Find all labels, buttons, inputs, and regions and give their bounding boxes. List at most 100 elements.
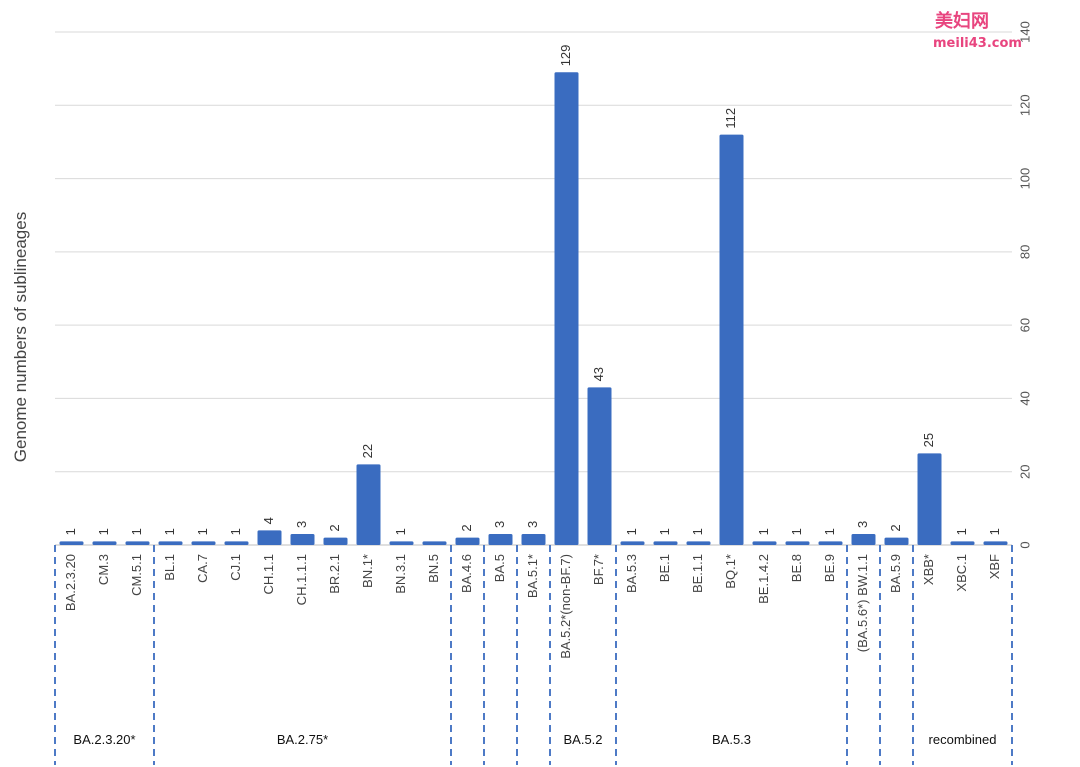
data-label: 1 [690, 528, 705, 535]
data-label: 2 [888, 524, 903, 531]
y-tick-label: 140 [1017, 21, 1032, 43]
bar [818, 541, 843, 545]
group-label: BA.2.75* [277, 732, 328, 747]
category-label: XBB* [921, 554, 936, 585]
bar [158, 541, 183, 545]
gridlines [55, 31, 1012, 546]
data-label: 1 [162, 528, 177, 535]
bar [884, 537, 909, 545]
data-label: 2 [327, 524, 342, 531]
category-label: BA.4.6 [459, 554, 474, 593]
bar [422, 541, 447, 545]
group-label: BA.5.2 [563, 732, 602, 747]
category-label: BN.1* [360, 554, 375, 588]
watermark-text: 美妇网 [935, 10, 989, 32]
bar-series: 1 BA.2.3.20 1 CM.3 1 CM.5.1 1 BL.1 1 CA.7 1 CJ.1 4 CH… [59, 45, 1008, 659]
bar [950, 541, 975, 545]
data-label: 2 [459, 524, 474, 531]
data-label: 4 [261, 517, 276, 524]
category-label: BR.2.1 [327, 554, 342, 594]
data-label: 1 [96, 528, 111, 535]
data-label: 1 [822, 528, 837, 535]
bar [92, 541, 117, 545]
data-label: 1 [657, 528, 672, 535]
category-label: BA.5.2*(non-BF.7) [558, 554, 573, 659]
group-label: recombined [929, 732, 997, 747]
category-label: (BA.5.6*) BW.1.1 [855, 554, 870, 652]
category-label: BA.5 [492, 554, 507, 582]
y-tick-label: 80 [1017, 245, 1032, 259]
data-label: 3 [492, 521, 507, 528]
category-label: BF.7* [591, 554, 606, 585]
bar [686, 541, 711, 545]
y-tick-label: 20 [1017, 464, 1032, 478]
data-label: 25 [921, 433, 936, 447]
bar [323, 537, 348, 545]
bar [653, 541, 678, 545]
data-label: 112 [723, 108, 738, 129]
category-label: BN.5 [426, 554, 441, 583]
group-brackets: BA.2.3.20* BA.2.75* BA.5.2 BA.5.3 recombined [54, 545, 1013, 765]
data-label: 1 [789, 528, 804, 535]
y-tick-label: 100 [1017, 168, 1032, 190]
bar [191, 541, 216, 545]
category-label: BE.9 [822, 554, 837, 582]
category-label: BE.1 [657, 554, 672, 582]
category-label: CJ.1 [228, 554, 243, 581]
data-label: 43 [591, 367, 606, 381]
data-label: 1 [756, 528, 771, 535]
data-label: 22 [360, 444, 375, 458]
bar [290, 534, 315, 545]
y-tick-label: 120 [1017, 94, 1032, 116]
y-tick-label: 0 [1017, 541, 1032, 548]
category-label: CH.1.1 [261, 554, 276, 594]
data-label: 1 [129, 528, 144, 535]
data-label: 3 [294, 521, 309, 528]
category-label: CA.7 [195, 554, 210, 583]
watermark: 美妇网 meili43.com [933, 10, 1022, 51]
category-label: BA.2.3.20 [63, 554, 78, 611]
bar [59, 541, 84, 545]
data-label: 3 [855, 521, 870, 528]
bar [521, 534, 546, 545]
category-label: BA.5.3 [624, 554, 639, 593]
data-label: 129 [558, 45, 573, 67]
category-label: BA.5.9 [888, 554, 903, 593]
watermark-url: meili43.com [933, 36, 1022, 51]
bar [587, 387, 612, 545]
bar [719, 134, 744, 545]
bar [389, 541, 414, 545]
category-label: BE.1.4.2 [756, 554, 771, 604]
category-label: BL.1 [162, 554, 177, 581]
bar [554, 72, 579, 546]
bar [224, 541, 249, 545]
y-axis: 0 20 40 60 80 100 120 140 [1017, 21, 1032, 548]
data-label: 1 [195, 528, 210, 535]
category-label: BE.1.1 [690, 554, 705, 593]
category-label: BE.8 [789, 554, 804, 582]
category-label: CH.1.1.1 [294, 554, 309, 605]
category-label: BQ.1* [723, 554, 738, 589]
category-label: CM.3 [96, 554, 111, 585]
data-label: 1 [987, 528, 1002, 535]
y-tick-label: 60 [1017, 318, 1032, 332]
bar [620, 541, 645, 545]
bar [125, 541, 150, 545]
bar [785, 541, 810, 545]
bar [917, 453, 942, 545]
bar [983, 541, 1008, 545]
category-label: BN.3.1 [393, 554, 408, 594]
data-label: 1 [624, 528, 639, 535]
group-label: BA.2.3.20* [73, 732, 135, 747]
data-label: 1 [63, 528, 78, 535]
category-label: XBF [987, 554, 1002, 579]
data-label: 3 [525, 521, 540, 528]
bar [488, 534, 513, 545]
bar [455, 537, 480, 545]
category-label: BA.5.1* [525, 554, 540, 598]
category-label: CM.5.1 [129, 554, 144, 596]
y-tick-label: 40 [1017, 391, 1032, 405]
group-label: BA.5.3 [712, 732, 751, 747]
bar [851, 534, 876, 545]
